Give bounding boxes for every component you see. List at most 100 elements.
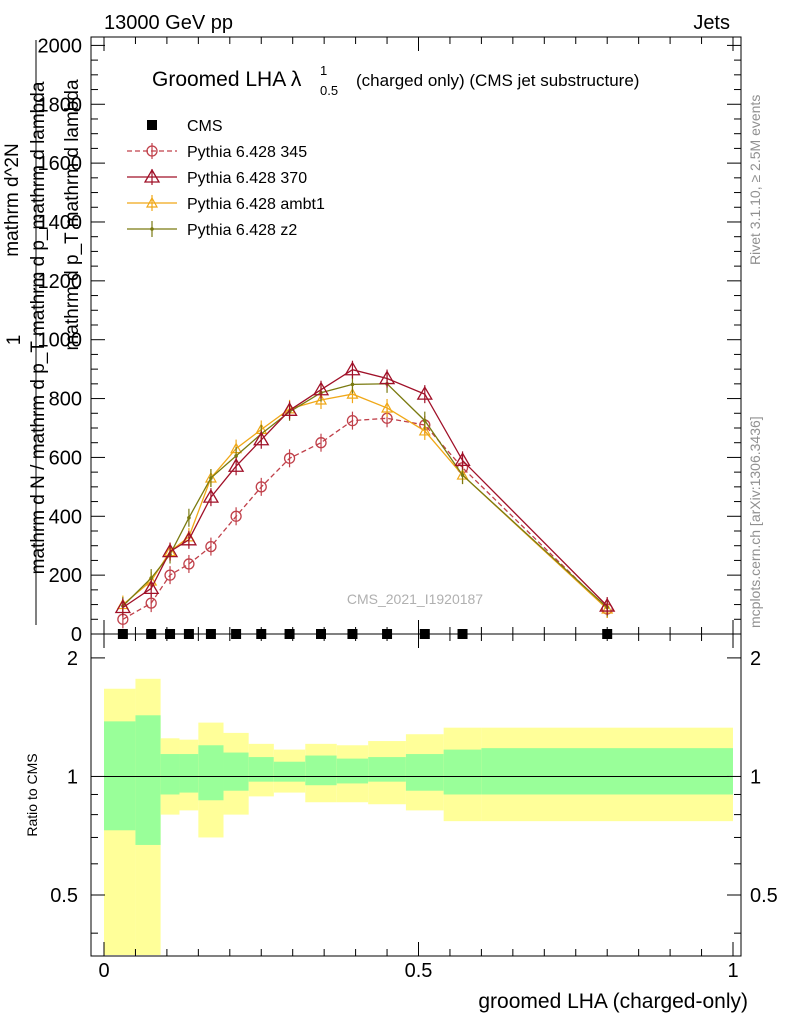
data-point-triangle <box>599 597 616 612</box>
data-point-circle <box>255 481 267 493</box>
y-axis-label-den: mathrm d N / mathrm d p_T mathrm d p_mat… <box>28 81 49 574</box>
data-point-circle <box>183 558 195 570</box>
ratio-y-tick-label-right: 2 <box>750 648 761 670</box>
y-tick-label: 400 <box>49 506 82 528</box>
y-tick-label: 800 <box>49 389 82 411</box>
data-point-circle <box>145 597 157 609</box>
y-axis-label-rhs-mid: mathrm d p_T mathrm d lambda <box>62 79 83 350</box>
data-point-cms <box>382 629 393 639</box>
legend-label: Pythia 6.428 370 <box>187 170 307 187</box>
ratio-y-tick-label-right: 1 <box>750 766 761 788</box>
ratio-band-green <box>273 761 306 782</box>
data-point-triangle <box>454 452 471 467</box>
data-point-cms <box>183 629 194 639</box>
series-0 <box>117 629 613 639</box>
legend-label: CMS <box>187 118 223 135</box>
legend: CMS Pythia 6.428 345 Pythia 6.428 370 Pythi… <box>127 118 325 239</box>
data-point-cms <box>117 629 128 639</box>
ratio-y-axis-label: Ratio to CMS <box>24 753 40 836</box>
ratio-band-green <box>135 715 161 845</box>
series-layer <box>114 360 616 639</box>
y-axis-label-num: 1 <box>4 335 25 346</box>
ratio-y-tick-label: 2 <box>67 648 78 670</box>
data-point-cms <box>256 629 267 639</box>
ratio-y-tick-label-right: 0.5 <box>750 885 778 907</box>
ratio-band-green <box>160 754 180 795</box>
data-point-triangle-small <box>145 196 159 208</box>
data-point-dot <box>187 515 191 520</box>
chart-title-sub: 0.5 <box>320 83 338 98</box>
mcplots-text: mcplots.cern.ch [arXiv:1306.3436] <box>747 416 763 628</box>
data-point-dot <box>150 227 154 231</box>
data-point-dot <box>350 382 355 387</box>
chart-title-rest: (charged only) (CMS jet substructure) <box>356 71 639 90</box>
ratio-band-green <box>198 745 224 801</box>
chart-title-main: Groomed LHA λ <box>152 68 302 91</box>
data-point-dot <box>460 473 465 477</box>
y-tick-label: 200 <box>49 565 82 587</box>
data-point-cms <box>147 120 157 130</box>
data-point-triangle <box>143 168 161 183</box>
x-tick-label: 1 <box>727 960 738 982</box>
ratio-band-green <box>305 755 337 786</box>
data-point-circle <box>146 145 158 157</box>
rivet-version-text: Rivet 3.1.10, ≥ 2.5M events <box>747 95 763 265</box>
legend-item: CMS <box>147 118 223 135</box>
chart-title: Groomed LHA λ <box>152 68 302 91</box>
ratio-plot-frame <box>90 633 742 957</box>
data-point-triangle <box>202 488 220 503</box>
ratio-band-green <box>481 748 733 795</box>
data-point-cms <box>457 629 468 639</box>
ratio-band-green <box>336 758 369 784</box>
x-axis-label: groomed LHA (charged-only) <box>478 990 748 1013</box>
data-point-triangle-small <box>314 393 328 405</box>
data-point-triangle <box>253 431 270 446</box>
y-tick-label: 1000 <box>38 330 83 352</box>
y-tick-label: 600 <box>49 447 82 469</box>
data-point-circle <box>283 452 296 464</box>
data-point-circle <box>346 414 359 427</box>
data-point-circle <box>230 510 242 522</box>
y-tick-label: 1200 <box>38 271 83 293</box>
ratio-band-green <box>443 749 482 795</box>
ratio-band-green <box>223 752 249 791</box>
data-point-circle <box>205 540 217 553</box>
data-point-cms <box>231 629 242 639</box>
data-point-cms <box>347 629 358 639</box>
y-tick-label: 1400 <box>38 212 83 234</box>
ratio-band-green <box>179 754 199 793</box>
axes: 0 200 400 600 800 1000 1200 1400 1600 1800 2000 0.5… <box>38 35 778 982</box>
ratio-bands <box>104 678 733 955</box>
data-point-triangle <box>180 531 198 546</box>
ratio-band-green <box>405 754 444 791</box>
data-point-triangle <box>344 361 361 376</box>
ratio-band-green <box>248 757 274 782</box>
y-axis-label-rhs-top: mathrm d^2N <box>2 143 23 256</box>
data-point-dot <box>422 418 427 423</box>
y-tick-label: 1800 <box>38 94 83 116</box>
data-point-triangle <box>227 457 245 472</box>
legend-label: Pythia 6.428 z2 <box>187 222 297 239</box>
data-point-triangle <box>143 580 160 595</box>
data-point-triangle-small <box>418 424 431 436</box>
chart-title-sup: 1 <box>320 63 327 78</box>
data-point-cms <box>284 629 295 639</box>
data-point-cms <box>316 629 327 639</box>
x-tick-label: 0 <box>98 960 109 982</box>
ratio-y-tick-label: 1 <box>67 766 78 788</box>
series-2 <box>114 360 616 617</box>
ratio-band-green <box>368 757 406 782</box>
data-point-circle <box>164 569 176 581</box>
data-point-dot <box>209 476 213 480</box>
data-point-cms <box>419 629 430 639</box>
data-point-cms <box>165 629 176 639</box>
legend-label: Pythia 6.428 345 <box>187 144 307 161</box>
data-point-triangle-small <box>381 401 394 413</box>
series-line <box>122 383 608 608</box>
y-tick-label: 2000 <box>38 35 83 57</box>
x-tick-label: 0.5 <box>405 960 433 982</box>
legend-item: Pythia 6.428 370 <box>127 168 307 187</box>
data-point-dot <box>234 454 238 458</box>
y-tick-label: 0 <box>71 624 82 646</box>
